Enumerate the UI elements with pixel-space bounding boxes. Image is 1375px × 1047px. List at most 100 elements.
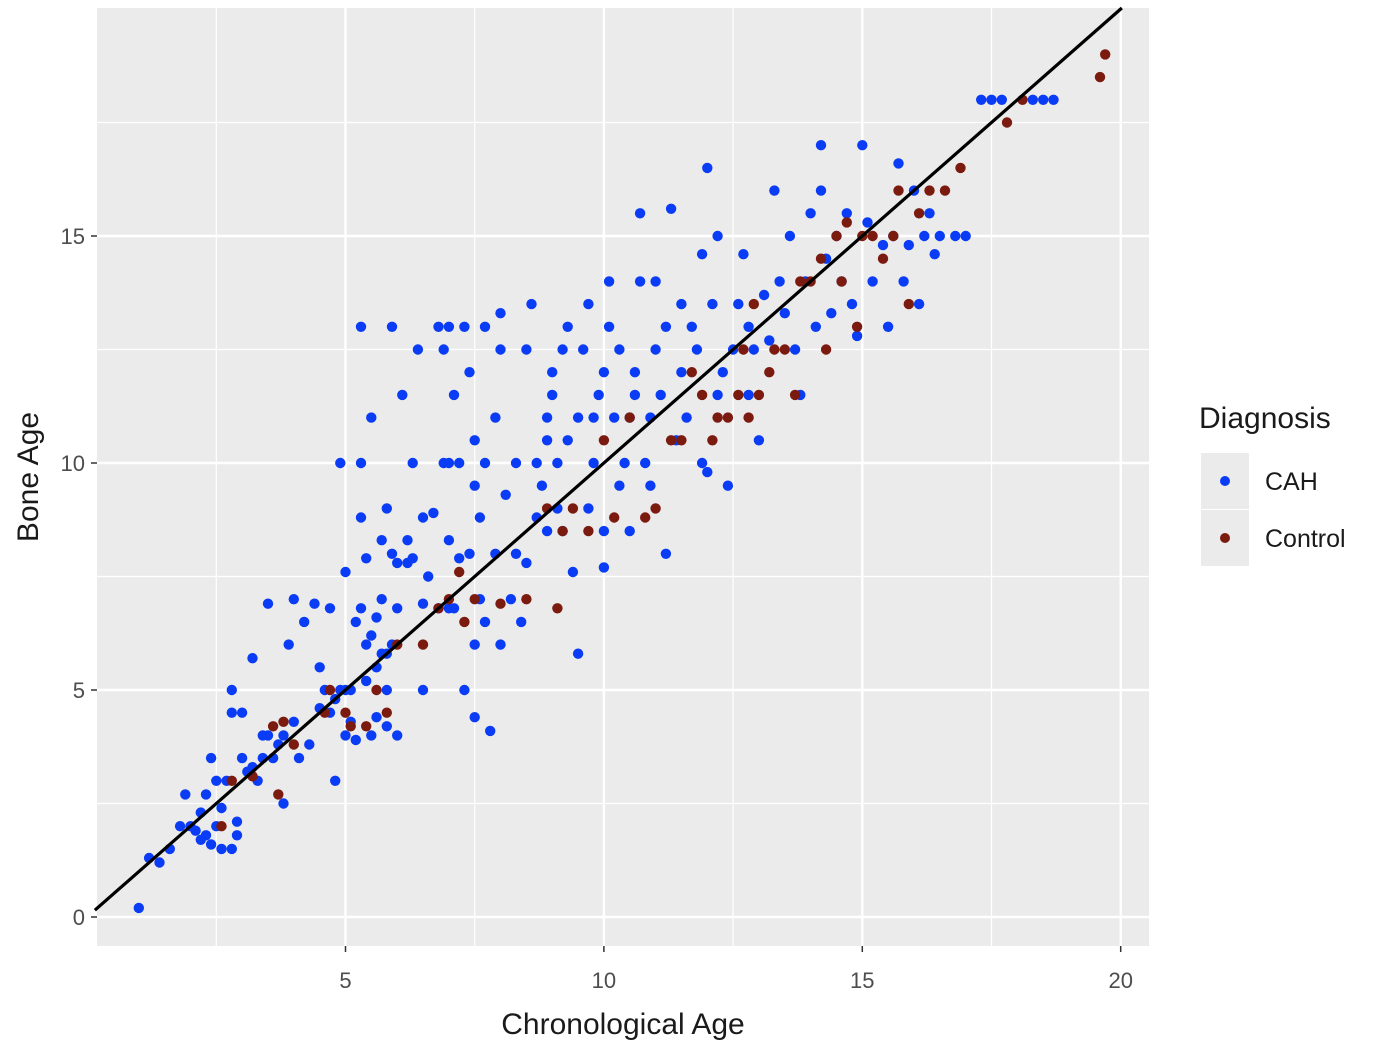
point-cah [366, 630, 377, 641]
point-control [567, 503, 579, 514]
point-cah [381, 684, 392, 696]
point-cah [696, 249, 708, 260]
point-control [748, 298, 759, 310]
point-cah [976, 94, 987, 106]
point-cah [490, 412, 501, 423]
point-cah [743, 389, 754, 401]
point-cah [789, 344, 801, 355]
point-cah [423, 571, 434, 582]
point-cah [133, 902, 144, 914]
point-cah [815, 140, 827, 151]
point-control [769, 344, 780, 355]
point-control [764, 367, 775, 378]
point-cah [893, 158, 904, 169]
point-cah [826, 308, 837, 319]
point-cah [769, 185, 780, 196]
y-tick-label: 10 [61, 451, 85, 476]
point-cah [784, 230, 796, 242]
point-cah [634, 276, 646, 287]
x-tick-label: 20 [1108, 968, 1132, 993]
point-cah [247, 653, 258, 664]
point-cah [454, 457, 465, 469]
point-cah [614, 344, 625, 355]
point-cah [541, 435, 553, 446]
minor-gridlines [97, 8, 1149, 946]
point-cah [505, 594, 517, 605]
point-control [583, 525, 594, 537]
point-cah [376, 535, 387, 546]
point-cah [841, 208, 852, 219]
point-cah [867, 276, 878, 287]
point-cah [702, 162, 713, 174]
point-cah [361, 675, 372, 687]
point-cah [459, 684, 470, 696]
point-cah [469, 435, 480, 446]
y-tick-label: 15 [61, 224, 85, 249]
point-control [495, 598, 506, 609]
point-cah [758, 289, 770, 301]
point-cah [598, 525, 610, 537]
point-cah [702, 466, 713, 478]
point-control [712, 412, 723, 423]
y-tick-label: 5 [73, 678, 85, 703]
point-control [598, 435, 610, 446]
point-control [795, 276, 806, 287]
point-cah [479, 616, 491, 628]
point-control [888, 230, 899, 242]
point-cah [676, 298, 687, 310]
point-cah [929, 249, 940, 260]
point-control [686, 367, 697, 378]
point-control [640, 512, 651, 523]
reference-line [93, 6, 1123, 912]
point-cah [805, 208, 816, 219]
point-cah [717, 367, 728, 378]
point-cah [361, 553, 372, 564]
point-cah [278, 730, 289, 741]
point-cah [567, 566, 579, 578]
point-control [557, 525, 568, 537]
point-cah [154, 857, 165, 868]
point-cah [355, 603, 367, 614]
point-cah [562, 321, 573, 332]
point-control [1001, 117, 1013, 128]
point-cah [536, 480, 548, 491]
point-cah [366, 412, 377, 423]
point-cah [748, 344, 759, 355]
point-cah [733, 298, 744, 310]
point-control [665, 435, 677, 446]
point-cah [578, 344, 589, 355]
point-cah [205, 839, 217, 850]
point-cah [960, 230, 971, 242]
point-cah [593, 389, 604, 401]
point-cah [681, 412, 692, 423]
point-cah [200, 789, 212, 800]
point-cah [448, 603, 460, 614]
point-cah [572, 648, 584, 659]
point-control [267, 721, 279, 732]
point-control [939, 185, 951, 196]
y-axis-ticks: 0 5 10 15 [61, 224, 97, 930]
point-control [831, 230, 842, 242]
point-cah [386, 548, 398, 559]
point-cah [407, 457, 418, 469]
point-control [609, 512, 620, 523]
point-cah [645, 480, 656, 491]
point-cah [386, 321, 398, 332]
point-cah [417, 684, 429, 696]
point-cah [640, 457, 651, 469]
point-cah [547, 389, 558, 401]
point-control [459, 616, 470, 628]
point-cah [815, 185, 827, 196]
point-cah [216, 802, 227, 814]
point-cah [469, 639, 480, 650]
point-cah [174, 821, 186, 832]
point-cah [1027, 94, 1039, 106]
point-cah [588, 457, 599, 469]
point-control [779, 344, 790, 355]
point-control [955, 162, 966, 174]
point-cah [278, 798, 289, 809]
point-cah [236, 707, 248, 718]
point-control [913, 208, 925, 219]
point-cah [397, 389, 408, 401]
point-cah [448, 389, 460, 401]
